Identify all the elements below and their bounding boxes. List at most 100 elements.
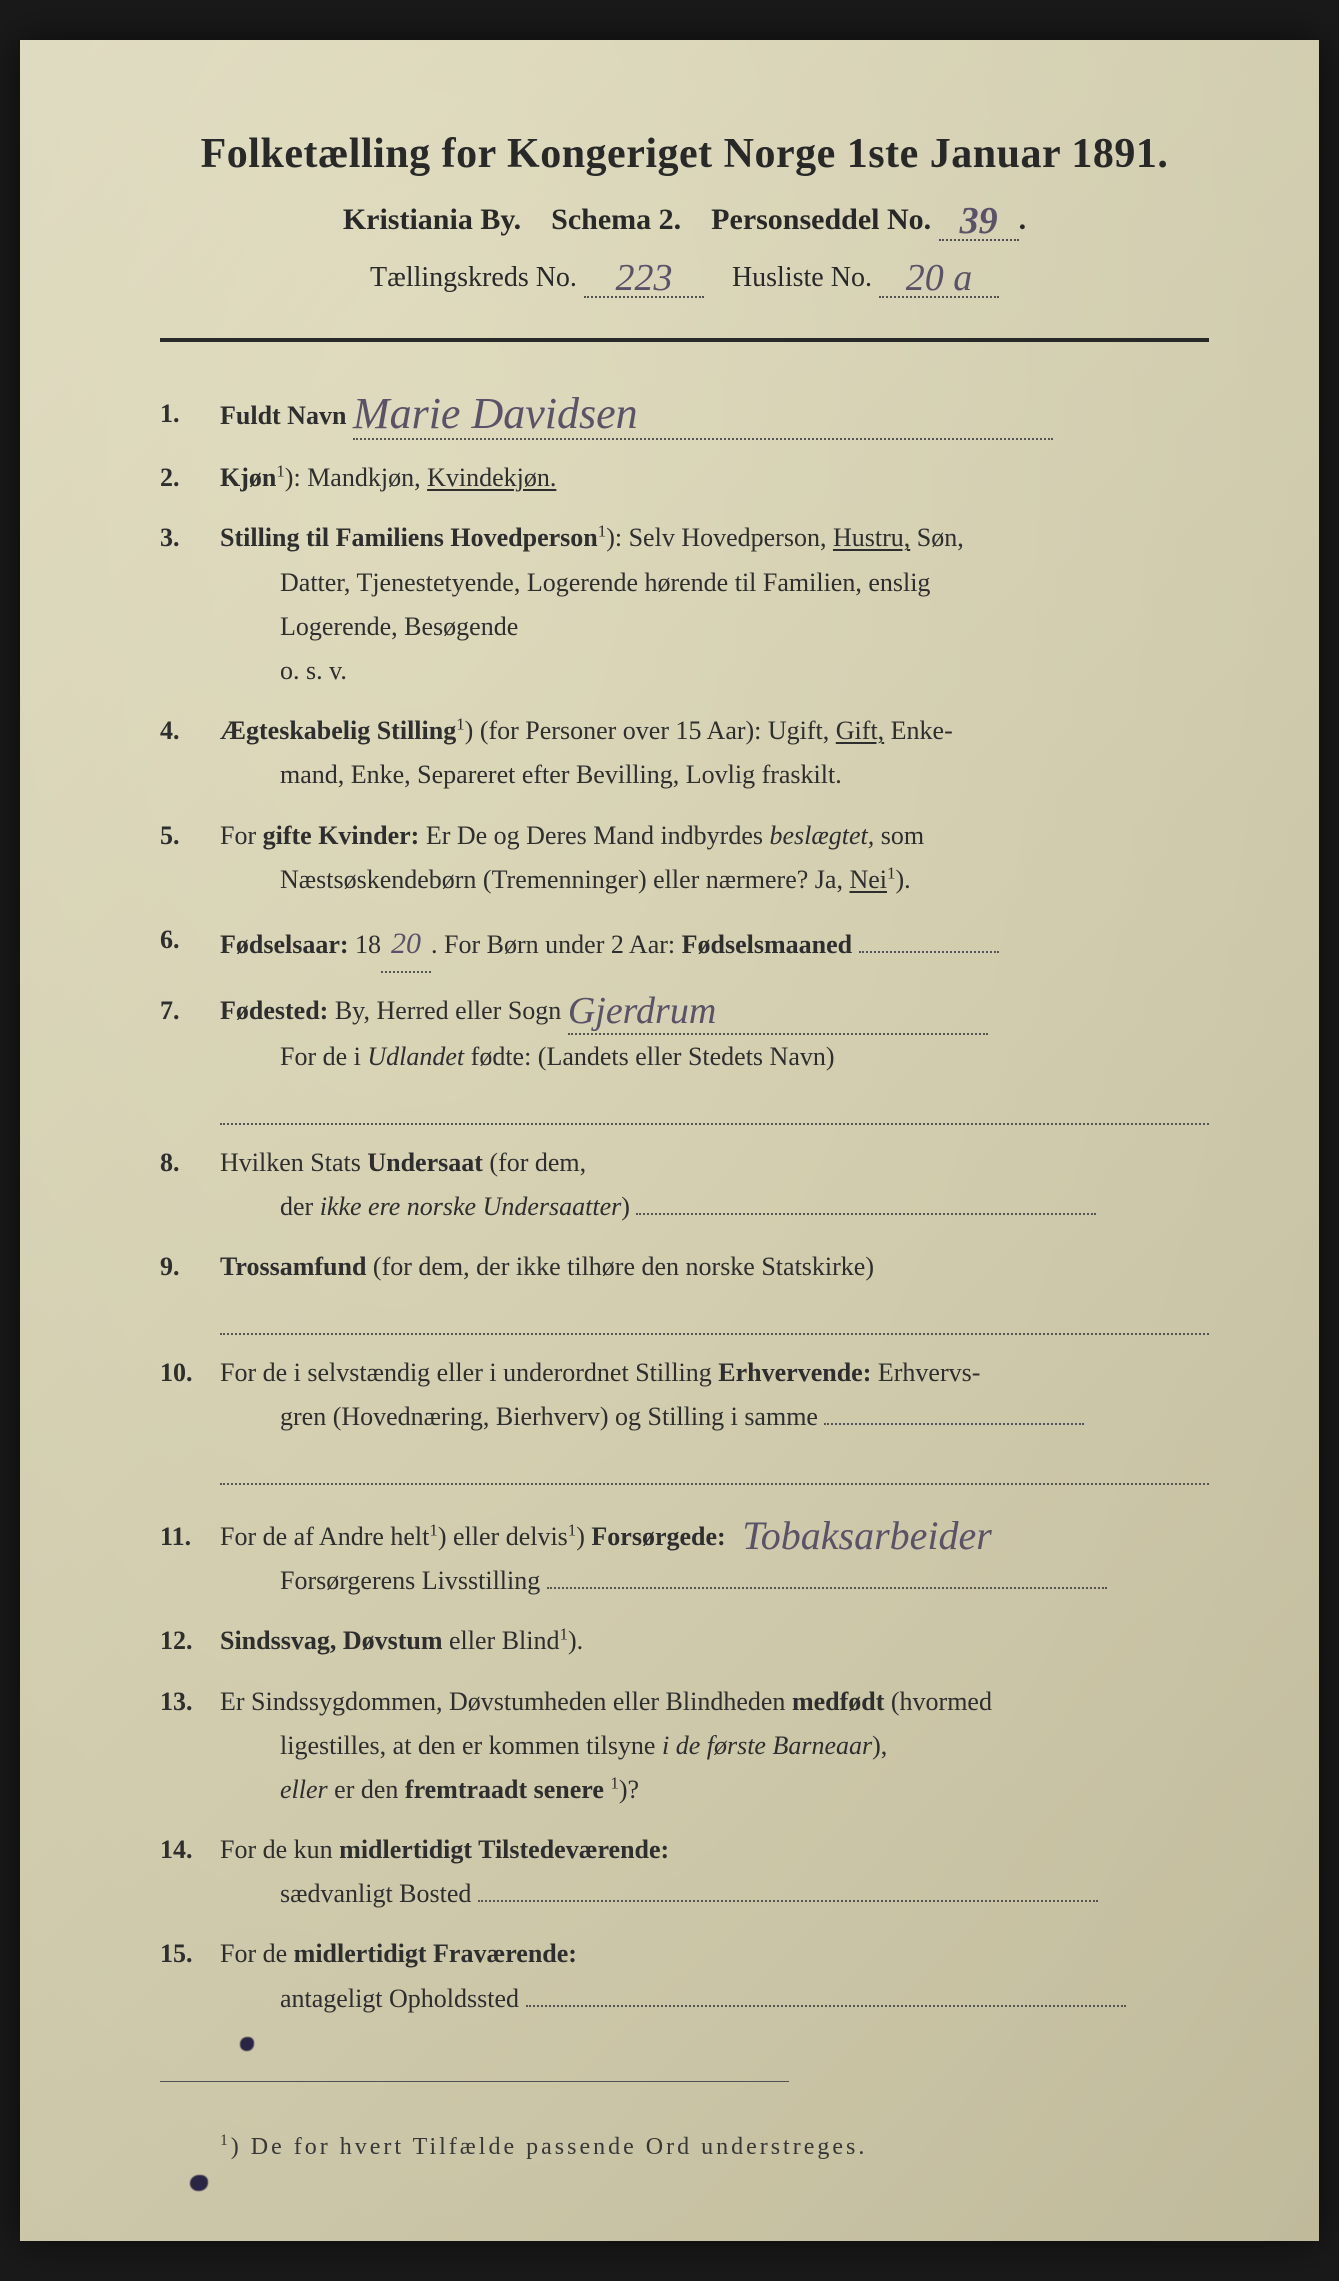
f10-l2: gren (Hovednæring, Bierhverv) og Stillin… bbox=[280, 1402, 818, 1431]
f3-ul: Hustru, bbox=[833, 523, 910, 552]
f13-label: medfødt bbox=[792, 1687, 884, 1716]
f3-l2: Datter, Tjenestetyende, Logerende hørend… bbox=[220, 561, 1209, 605]
f7-t1: By, Herred eller Sogn bbox=[328, 996, 561, 1025]
f3-l3: Logerende, Besøgende bbox=[220, 605, 1209, 649]
f13-l3b: er den bbox=[328, 1775, 405, 1804]
f4-sup: 1 bbox=[456, 714, 464, 733]
f10-field1 bbox=[824, 1423, 1084, 1425]
ink-blot-icon bbox=[240, 2037, 254, 2051]
f2-label: Kjøn bbox=[220, 463, 276, 492]
f1-label: Fuldt Navn bbox=[220, 401, 346, 430]
f13-label2: fremtraadt senere bbox=[405, 1775, 611, 1804]
f15-line2: antageligt Opholdssted bbox=[220, 1977, 1209, 2021]
f12-sup: 1 bbox=[560, 1625, 568, 1644]
item-11-supported: For de af Andre helt1) eller delvis1) Fo… bbox=[160, 1515, 1209, 1603]
f14-label: midlertidigt Tilstedeværende: bbox=[339, 1835, 669, 1864]
form-items: Fuldt Navn Marie Davidsen Kjøn1): Mandkj… bbox=[160, 392, 1209, 2021]
f6-month-field bbox=[859, 951, 999, 953]
f8-l2b: ) bbox=[621, 1192, 630, 1221]
f13-l3a: eller bbox=[280, 1775, 328, 1804]
f5-l2a: Næstsøskendebørn (Tremenninger) eller næ… bbox=[280, 865, 849, 894]
f5-pre: For bbox=[220, 821, 263, 850]
f10-field2 bbox=[220, 1443, 1209, 1485]
f13-line3: eller er den fremtraadt senere 1)? bbox=[220, 1768, 1209, 1812]
f11-t3: ) bbox=[576, 1522, 591, 1551]
husliste-value: 20 a bbox=[906, 263, 973, 293]
f7-em: Udlandet bbox=[367, 1042, 464, 1071]
city-label: Kristiania By. bbox=[343, 203, 521, 236]
f12-text: eller Blind bbox=[443, 1626, 560, 1655]
f13-t2: (hvormed bbox=[884, 1687, 992, 1716]
item-1-name: Fuldt Navn Marie Davidsen bbox=[160, 392, 1209, 440]
personseddel-label: Personseddel No. bbox=[711, 203, 931, 236]
f3-l1a: Selv Hovedperson, bbox=[629, 523, 833, 552]
f12-end: ). bbox=[568, 1626, 583, 1655]
f14-l2: sædvanligt Bosted bbox=[280, 1879, 471, 1908]
f10-t1: For de i selvstændig eller i underordnet… bbox=[220, 1358, 718, 1387]
f15-t1: For de bbox=[220, 1939, 294, 1968]
f8-t2: (for dem, bbox=[483, 1148, 586, 1177]
f11-l2: Forsørgerens Livsstilling bbox=[280, 1566, 540, 1595]
f6-year-field: 20 bbox=[381, 918, 431, 973]
f3-label: Stilling til Familiens Hovedperson bbox=[220, 523, 598, 552]
f15-l2: antageligt Opholdssted bbox=[280, 1984, 519, 2013]
f6-label2: Fødselsmaaned bbox=[682, 930, 852, 959]
main-title: Folketælling for Kongeriget Norge 1ste J… bbox=[160, 130, 1209, 178]
f8-em: ikke ere norske Undersaatter bbox=[320, 1192, 622, 1221]
personseddel-field: 39 bbox=[939, 202, 1019, 241]
f4-t1: (for Personer over 15 Aar): Ugift, bbox=[480, 716, 836, 745]
f11-s1: 1 bbox=[429, 1520, 437, 1539]
f7-l2a: For de i bbox=[280, 1042, 367, 1071]
f5-t1: Er De og Deres Mand indbyrdes bbox=[419, 821, 769, 850]
item-5-related: For gifte Kvinder: Er De og Deres Mand i… bbox=[160, 814, 1209, 902]
f9-text: (for dem, der ikke tilhøre den norske St… bbox=[366, 1252, 874, 1281]
f14-line2: sædvanligt Bosted bbox=[220, 1872, 1209, 1916]
f4-t2: Enke- bbox=[884, 716, 953, 745]
item-3-relation: Stilling til Familiens Hovedperson1): Se… bbox=[160, 516, 1209, 693]
f7-label: Fødested: bbox=[220, 996, 328, 1025]
f4-ul: Gift, bbox=[836, 716, 884, 745]
item-9-religion: Trossamfund (for dem, der ikke tilhøre d… bbox=[160, 1245, 1209, 1335]
f13-em: i de første Barneaar bbox=[662, 1731, 872, 1760]
personseddel-value: 39 bbox=[960, 206, 998, 236]
f11-field bbox=[547, 1587, 1107, 1589]
f11-label: Forsørgede: bbox=[591, 1522, 725, 1551]
husliste-field: 20 a bbox=[879, 259, 999, 298]
f7-value: Gjerdrum bbox=[568, 996, 716, 1026]
item-6-birthyear: Fødselsaar: 1820. For Børn under 2 Aar: … bbox=[160, 918, 1209, 973]
f4-label: Ægteskabelig Stilling bbox=[220, 716, 456, 745]
f13-line2: ligestilles, at den er kommen tilsyne i … bbox=[220, 1724, 1209, 1768]
f5-label: gifte Kvinder: bbox=[263, 821, 420, 850]
f15-label: midlertidigt Fraværende: bbox=[294, 1939, 577, 1968]
f6-label: Fødselsaar: bbox=[220, 930, 349, 959]
f5-t2: som bbox=[874, 821, 924, 850]
item-10-occupation: For de i selvstændig eller i underordnet… bbox=[160, 1351, 1209, 1485]
f2-opt: Mandkjøn, bbox=[307, 463, 420, 492]
f11-t2: ) eller delvis bbox=[438, 1522, 568, 1551]
f13-l2b: ), bbox=[872, 1731, 887, 1760]
f8-t1: Hvilken Stats bbox=[220, 1148, 367, 1177]
f5-l2b: ). bbox=[895, 865, 910, 894]
f15-field bbox=[526, 2005, 1126, 2007]
census-form-page: Folketælling for Kongeriget Norge 1ste J… bbox=[20, 40, 1319, 2241]
husliste-label: Husliste No. bbox=[732, 262, 872, 293]
f12-label: Sindssvag, Døvstum bbox=[220, 1626, 443, 1655]
f2-sup: 1 bbox=[276, 462, 284, 481]
f5-em: beslægtet, bbox=[770, 821, 875, 850]
f11-value: Tobaksarbeider bbox=[742, 1520, 992, 1552]
f1-field: Marie Davidsen bbox=[353, 392, 1053, 440]
f8-label: Undersaat bbox=[367, 1148, 483, 1177]
f2-underlined: Kvindekjøn. bbox=[427, 463, 556, 492]
item-7-birthplace: Fødested: By, Herred eller Sogn Gjerdrum… bbox=[160, 989, 1209, 1125]
f3-sup: 1 bbox=[598, 522, 606, 541]
schema-label: Schema 2. bbox=[551, 203, 681, 236]
f7-l2b: fødte: (Landets eller Stedets Navn) bbox=[464, 1042, 834, 1071]
f5-ul: Nei bbox=[849, 865, 887, 894]
f13-sup: 1 bbox=[610, 1773, 618, 1792]
item-15-absent: For de midlertidigt Fraværende: antageli… bbox=[160, 1932, 1209, 2020]
kreds-value: 223 bbox=[615, 263, 672, 293]
f14-t1: For de kun bbox=[220, 1835, 339, 1864]
f7-field: Gjerdrum bbox=[568, 989, 988, 1035]
item-14-present: For de kun midlertidigt Tilstedeværende:… bbox=[160, 1828, 1209, 1916]
footnote-text: ) De for hvert Tilfælde passende Ord und… bbox=[231, 2134, 868, 2160]
